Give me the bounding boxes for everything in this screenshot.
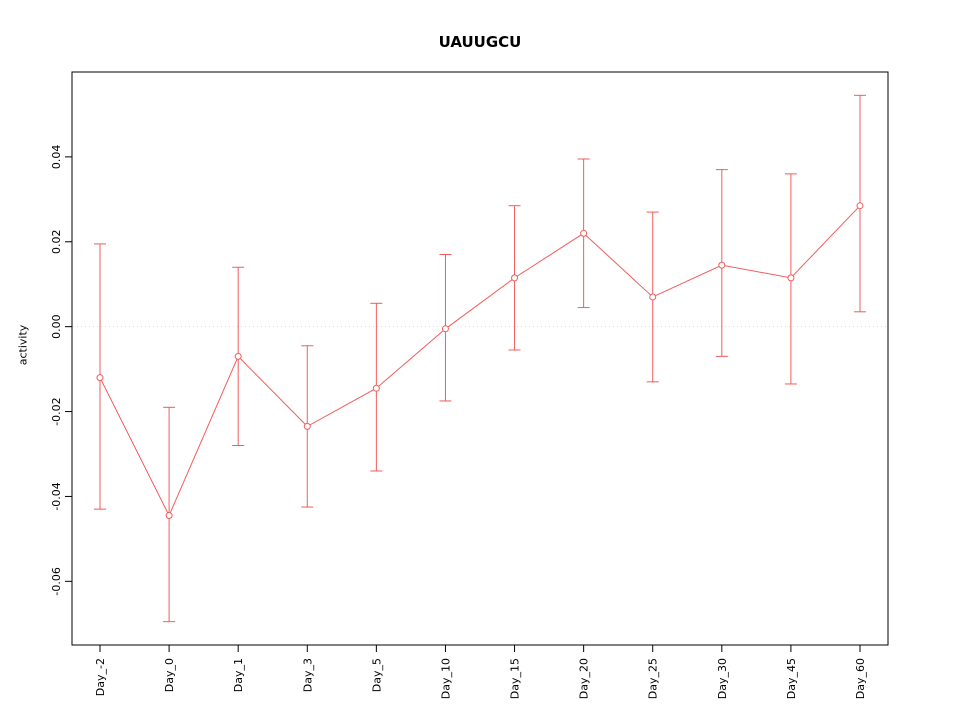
- y-tick-label: -0.02: [50, 397, 63, 425]
- x-tick-label: Day_20: [578, 658, 591, 699]
- y-tick-label: 0.04: [50, 145, 63, 170]
- x-tick-label: Day_-2: [94, 658, 107, 696]
- series-line: [99, 205, 861, 517]
- plot-border: [71, 71, 889, 646]
- y-tick-label: 0.00: [50, 314, 63, 339]
- y-tick-label: -0.04: [50, 482, 63, 510]
- x-tick-label: Day_45: [785, 658, 798, 699]
- x-tick-label: Day_0: [163, 658, 176, 692]
- data-point: [372, 384, 380, 392]
- data-point: [649, 293, 657, 301]
- data-point: [96, 374, 104, 382]
- data-point: [787, 274, 795, 282]
- x-tick-label: Day_25: [647, 658, 660, 699]
- y-tick-label: -0.06: [50, 567, 63, 595]
- x-tick-label: Day_3: [301, 658, 314, 692]
- data-point: [303, 422, 311, 430]
- data-point: [511, 274, 519, 282]
- data-point: [234, 352, 242, 360]
- x-tick-label: Day_5: [370, 658, 383, 692]
- x-tick-label: Day_30: [716, 658, 729, 699]
- data-point: [580, 229, 588, 237]
- data-point: [718, 261, 726, 269]
- x-tick-label: Day_15: [509, 658, 522, 699]
- y-tick-label: 0.02: [50, 230, 63, 255]
- x-tick-label: Day_10: [439, 658, 452, 699]
- chart-title: UAUUGCU: [438, 33, 522, 51]
- data-point: [441, 325, 449, 333]
- x-tick-label: Day_1: [232, 658, 245, 692]
- data-point: [165, 512, 173, 520]
- x-tick-label: Day_60: [854, 658, 867, 699]
- data-point: [856, 202, 864, 210]
